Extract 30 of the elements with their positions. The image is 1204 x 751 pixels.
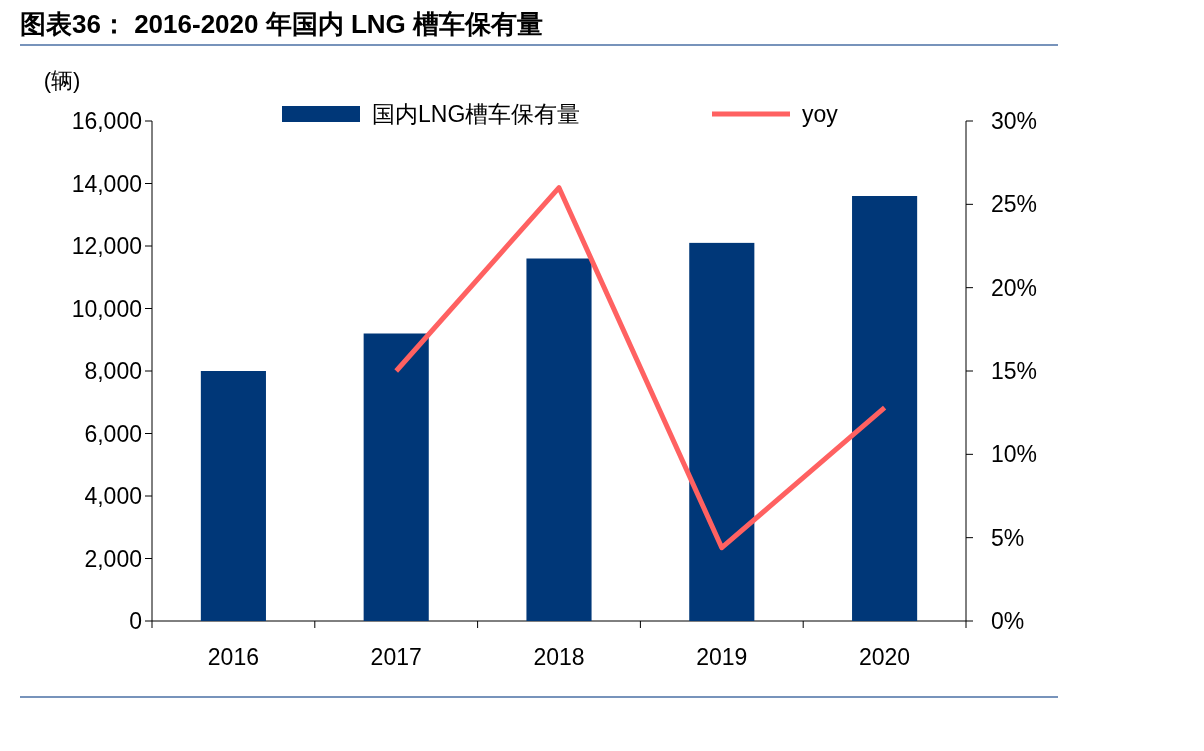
y-tick-label: 16,000 <box>71 108 142 134</box>
y2-tick-label: 20% <box>991 274 1038 301</box>
y-tick-label: 14,000 <box>71 170 142 197</box>
y-tick-label: 8,000 <box>84 358 142 384</box>
y2-tick-label: 30% <box>991 108 1038 134</box>
bar <box>200 371 266 621</box>
x-tick-label: 2018 <box>533 644 585 670</box>
y2-tick-label: 10% <box>991 441 1038 468</box>
y-tick-label: 0 <box>129 608 142 634</box>
legend-label: yoy <box>802 101 839 127</box>
y-tick-label: 12,000 <box>71 233 142 259</box>
y-tick-label: 10,000 <box>71 295 142 322</box>
y-axis-title: (辆) <box>43 68 81 93</box>
chart-title: 图表36： 2016-2020 年国内 LNG 槽车保有量 <box>20 9 544 39</box>
x-tick-label: 2016 <box>207 644 259 670</box>
y-tick-label: 2,000 <box>84 545 142 572</box>
y2-tick-label: 15% <box>991 358 1038 384</box>
bar <box>852 196 918 621</box>
bar <box>526 258 592 621</box>
y-tick-label: 4,000 <box>84 483 142 509</box>
y-tick-label: 6,000 <box>84 420 142 447</box>
y2-tick-label: 25% <box>991 191 1038 218</box>
x-tick-label: 2020 <box>859 644 911 670</box>
x-tick-label: 2019 <box>696 644 748 670</box>
legend-label: 国内LNG槽车保有量 <box>372 101 581 127</box>
y2-tick-label: 5% <box>991 524 1025 551</box>
x-tick-label: 2017 <box>370 644 422 670</box>
bar <box>689 242 755 621</box>
y2-tick-label: 0% <box>991 608 1025 634</box>
bar <box>363 333 429 621</box>
